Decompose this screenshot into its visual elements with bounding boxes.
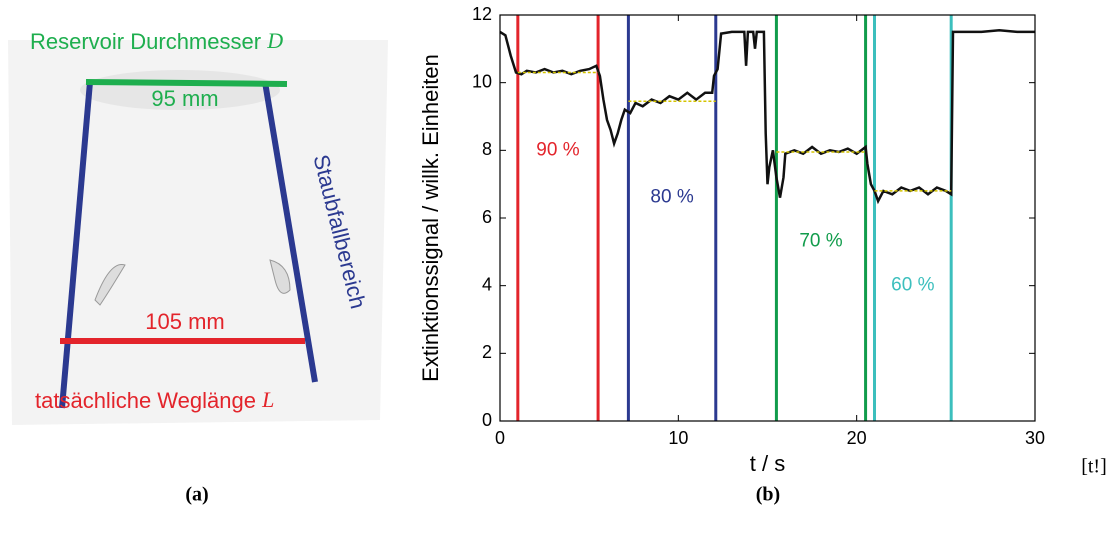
annotation: 70 % [799, 231, 842, 252]
x-tick-label: 30 [1025, 428, 1045, 448]
x-tick-label: 20 [847, 428, 867, 448]
caption-extra: [t!] [1081, 456, 1107, 478]
top-width: 95 mm [151, 86, 218, 111]
trapezoid-left [59, 81, 93, 409]
y-tick-label: 10 [472, 71, 492, 91]
annotation: 80 % [650, 187, 693, 208]
signal-line [499, 28, 1035, 205]
y-axis-label: Extinktionssignal / willk. Einheiten [418, 54, 443, 382]
y-tick-label: 2 [482, 342, 492, 362]
bottom-label-text: tatsächliche Weglänge [35, 388, 256, 413]
top-label-text: Reservoir Durchmesser [30, 29, 261, 54]
annotation: 60 % [891, 275, 934, 296]
photo-background [8, 40, 388, 425]
top-symbol: D [266, 28, 283, 53]
x-tick-label: 10 [668, 428, 688, 448]
y-tick-label: 6 [482, 207, 492, 227]
trapezoid-right [262, 81, 318, 383]
x-tick-label: 0 [495, 428, 505, 448]
bottom-label: tatsächliche Weglänge L [35, 387, 274, 413]
top-label: Reservoir Durchmesser D [30, 28, 283, 54]
annotation: 90 % [536, 139, 579, 160]
y-tick-label: 12 [472, 4, 492, 24]
y-tick-label: 0 [482, 410, 492, 430]
bottom-width: 105 mm [145, 309, 224, 334]
caption-a: (a) [185, 484, 208, 506]
y-tick-label: 8 [482, 139, 492, 159]
diameter-line [85, 79, 288, 87]
plot-frame [499, 14, 1036, 422]
bottom-symbol: L [261, 387, 274, 412]
panel-b: 0 2 4 6 8 10 12 0 10 20 30 90 % 80 % 70 % 60 % t / s Ext… [418, 4, 1045, 476]
caption-b: (b) [756, 484, 780, 506]
photo-detail [94, 259, 291, 306]
x-axis-label: t / s [750, 451, 785, 476]
panel-a: Reservoir Durchmesser D 95 mm Staubfallb… [8, 28, 388, 425]
y-tick-label: 4 [482, 274, 492, 294]
